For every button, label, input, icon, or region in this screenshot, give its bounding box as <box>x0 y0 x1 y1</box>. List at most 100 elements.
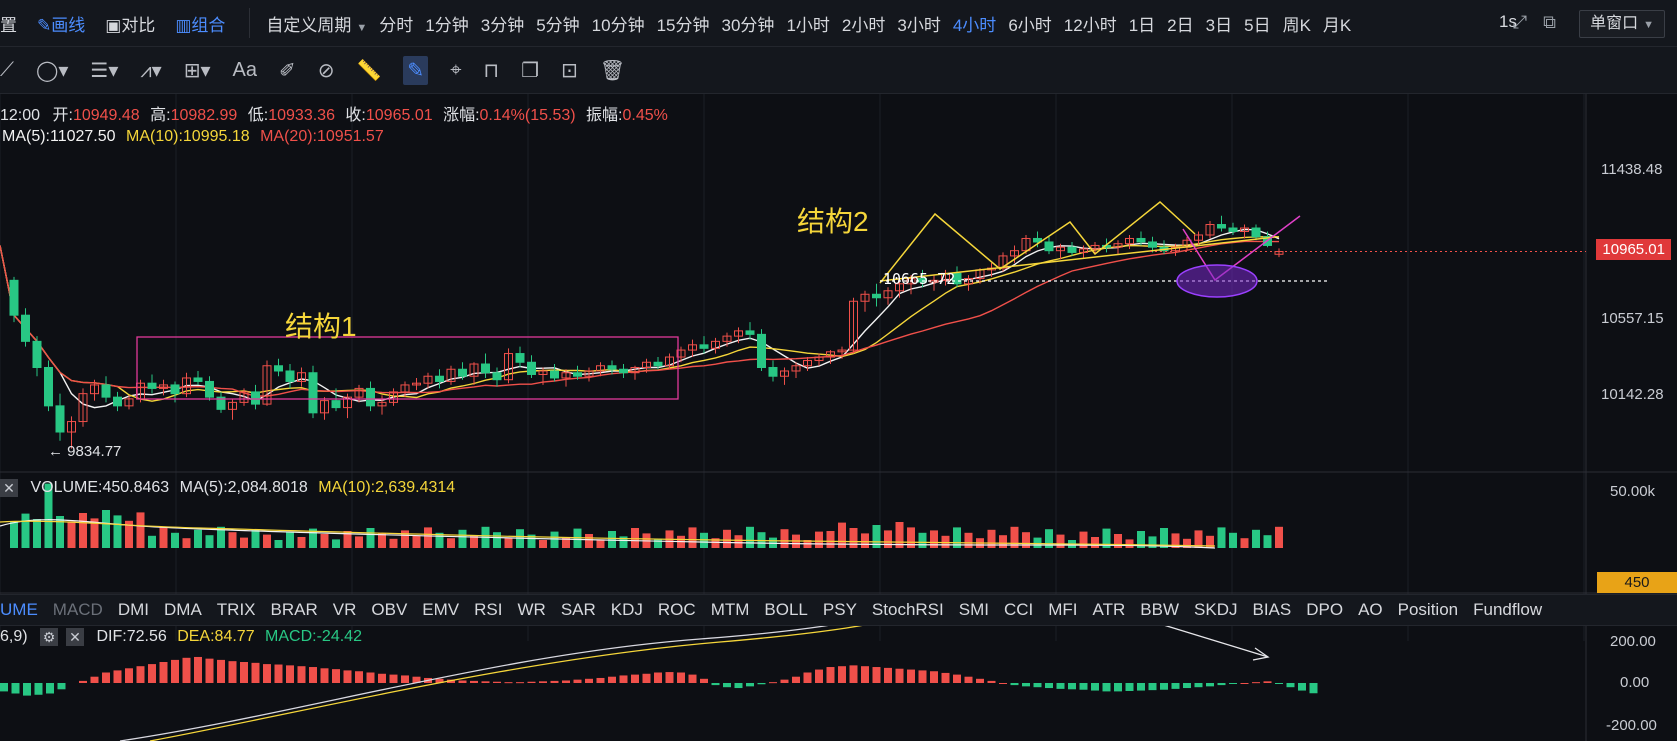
macd-bar <box>953 674 961 683</box>
pencil-icon: ✎ <box>37 15 52 35</box>
period-4[interactable]: 10分钟 <box>591 15 645 35</box>
volume-bar <box>125 520 133 548</box>
indicator-tab-4[interactable]: TRIX <box>216 600 256 619</box>
candle-body <box>297 372 306 382</box>
window-mode-dropdown[interactable]: 单窗口 ▼ <box>1579 10 1665 38</box>
period-13[interactable]: 1日 <box>1128 15 1156 35</box>
indicator-tab-13[interactable]: ROC <box>657 600 696 619</box>
period-15[interactable]: 3日 <box>1205 15 1233 35</box>
indicator-tab-14[interactable]: MTM <box>710 600 750 619</box>
period-18[interactable]: 月K <box>1322 15 1352 35</box>
indicator-tab-0[interactable]: UME <box>0 600 38 619</box>
compare-button[interactable]: ▣对比 <box>105 15 156 35</box>
volume-bar <box>608 531 616 548</box>
period-8[interactable]: 2小时 <box>841 15 886 35</box>
macd-bar <box>504 682 513 684</box>
macd-bar <box>987 680 996 683</box>
top-bar: 置 ✎画线 ▣对比 ▥组合 自定义周期 ▼ 分时 1分钟 3分钟 5分钟 10分钟 15分钟… <box>0 0 1677 47</box>
indicator-tab-28[interactable]: Fundflow <box>1473 600 1543 619</box>
brush-icon[interactable]: ✐ <box>278 59 296 82</box>
measure-tool-icon[interactable]: ⊞▾ <box>183 59 211 82</box>
indicator-tab-11[interactable]: SAR <box>560 600 596 619</box>
indicator-tab-15[interactable]: BOLL <box>764 600 808 619</box>
period-12[interactable]: 12小时 <box>1063 15 1117 35</box>
indicator-tab-1[interactable]: MACD <box>52 600 103 619</box>
indicator-tab-22[interactable]: BBW <box>1140 600 1180 619</box>
period-10[interactable]: 4小时 <box>952 15 997 35</box>
ma10-line <box>0 235 1280 402</box>
indicator-tab-27[interactable]: Position <box>1397 600 1459 619</box>
macd-bar <box>79 680 87 683</box>
indicator-tab-20[interactable]: MFI <box>1048 600 1078 619</box>
candle-body <box>1033 237 1042 243</box>
line-tool-icon[interactable]: ⟋ <box>0 58 14 81</box>
indicator-tab-6[interactable]: VR <box>332 600 357 619</box>
indicator-tab-18[interactable]: SMI <box>958 600 989 619</box>
volume-bar <box>964 532 973 548</box>
indicator-tab-7[interactable]: OBV <box>371 600 408 619</box>
indicator-tab-16[interactable]: PSY <box>822 600 857 619</box>
volume-bar <box>205 535 214 548</box>
lock-icon[interactable]: ⌖ <box>450 58 462 81</box>
candle-body <box>642 361 651 369</box>
refresh-interval[interactable]: 1s <box>1499 12 1517 31</box>
period-7[interactable]: 1小时 <box>786 15 830 35</box>
period-5[interactable]: 15分钟 <box>656 15 710 35</box>
volume-bar <box>849 528 858 548</box>
indicator-tab-23[interactable]: SKDJ <box>1194 600 1238 619</box>
magnet-icon[interactable]: ⊘ <box>317 59 335 82</box>
indicator-tab-25[interactable]: DPO <box>1306 600 1344 619</box>
wave-tool-icon[interactable]: ⩘▾ <box>140 59 162 82</box>
continuous-draw-icon[interactable]: ✎ <box>403 55 429 85</box>
ruler-icon[interactable]: 📏 <box>356 59 382 82</box>
fullscreen-icon[interactable]: ⤢ <box>1512 12 1544 32</box>
text-tool[interactable]: Aa <box>232 58 257 81</box>
period-0[interactable]: 分时 <box>379 15 414 35</box>
candle-body <box>596 365 605 372</box>
volume-bar <box>343 531 352 548</box>
period-11[interactable]: 6小时 <box>1008 15 1052 35</box>
popout-icon[interactable]: ⧉ <box>1543 12 1572 32</box>
candle-body <box>619 368 628 374</box>
period-2[interactable]: 3分钟 <box>480 15 525 35</box>
period-17[interactable]: 周K <box>1282 15 1311 35</box>
indicator-tab-3[interactable]: DMA <box>164 600 202 619</box>
chart-area[interactable] <box>0 94 1677 741</box>
combo-button[interactable]: ▥组合 <box>175 15 226 35</box>
macd-bar <box>711 683 720 686</box>
period-1[interactable]: 1分钟 <box>425 15 469 35</box>
period-14[interactable]: 2日 <box>1167 15 1194 35</box>
indicator-tab-19[interactable]: CCI <box>1003 600 1034 619</box>
candle-body <box>504 353 513 381</box>
parallel-lines-icon[interactable]: ☰▾ <box>90 59 119 82</box>
ellipse-tool-icon[interactable]: ◯▾ <box>36 59 69 82</box>
settings-label[interactable]: 置 <box>0 15 17 35</box>
draw-line-button[interactable]: ✎画线 <box>37 15 86 35</box>
unlock-icon[interactable]: ⊓ <box>483 59 500 82</box>
indicator-tab-10[interactable]: WR <box>517 600 546 619</box>
period-16[interactable]: 5日 <box>1244 15 1271 35</box>
gear-icon[interactable]: ⚙ <box>40 628 59 646</box>
close-icon[interactable]: ✕ <box>0 479 18 497</box>
indicator-tab-2[interactable]: DMI <box>117 600 150 619</box>
candle-body <box>262 365 272 405</box>
custom-period-dropdown[interactable]: 自定义周期 ▼ <box>266 15 368 35</box>
indicator-tab-5[interactable]: BRAR <box>270 600 318 619</box>
indicator-tab-21[interactable]: ATR <box>1092 600 1126 619</box>
close-icon[interactable]: ✕ <box>66 628 85 646</box>
indicator-tab-8[interactable]: EMV <box>422 600 460 619</box>
delete-icon[interactable]: 🗑 <box>599 59 626 82</box>
level-label: 10665.72 <box>883 270 956 288</box>
indicator-tab-12[interactable]: KDJ <box>610 600 643 619</box>
copy-icon[interactable]: ❐ <box>521 59 539 82</box>
indicator-tab-9[interactable]: RSI <box>474 600 503 619</box>
indicator-tab-24[interactable]: BIAS <box>1252 600 1292 619</box>
volume-bar <box>895 522 904 548</box>
candle-body <box>101 384 111 398</box>
visibility-icon[interactable]: ⊡ <box>561 59 578 82</box>
period-9[interactable]: 3小时 <box>897 15 941 35</box>
indicator-tab-26[interactable]: AO <box>1358 600 1383 619</box>
indicator-tab-17[interactable]: StochRSI <box>871 600 944 619</box>
period-6[interactable]: 30分钟 <box>721 15 775 35</box>
period-3[interactable]: 5分钟 <box>536 15 580 35</box>
